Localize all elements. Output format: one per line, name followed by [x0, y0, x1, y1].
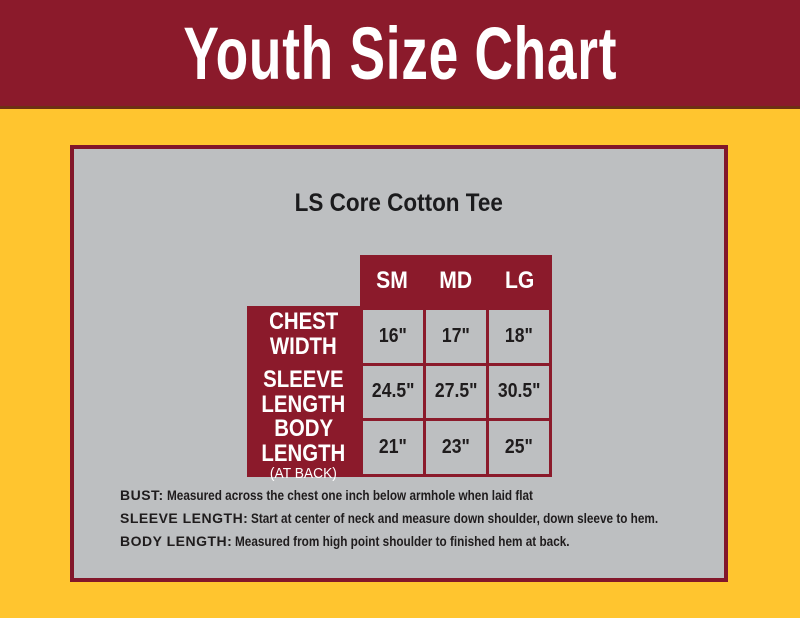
row-header-body-length: BODY LENGTH (AT BACK): [247, 416, 360, 482]
cell-sleeve-md: 27.5": [426, 365, 486, 419]
product-title-row: LS Core Cotton Tee: [74, 189, 724, 218]
column-header-label: SM: [376, 267, 408, 294]
note-label: BODY LENGTH:: [120, 533, 233, 549]
cell-sleeve-lg: 30.5": [489, 365, 549, 419]
chart-panel: LS Core Cotton Tee SM MD LG CHEST WIDTH …: [70, 145, 728, 582]
row-header-sleeve-length: SLEEVE LENGTH: [247, 362, 360, 421]
column-header-label: LG: [505, 267, 535, 294]
cell-value: 16": [379, 324, 407, 347]
cell-body-sm: 21": [363, 421, 423, 474]
row-header-label: SLEEVE: [263, 365, 344, 393]
cell-value: 25": [505, 436, 533, 459]
cell-chest-sm: 16": [363, 310, 423, 363]
cell-value: 24.5": [371, 380, 415, 403]
note-text: Start at center of neck and measure down…: [251, 510, 659, 526]
cell-sleeve-sm: 24.5": [363, 365, 423, 419]
row-header-label: WIDTH: [270, 333, 337, 360]
cell-chest-md: 17": [426, 310, 486, 363]
column-header-sm: SM: [360, 255, 424, 307]
cell-value: 23": [442, 436, 470, 459]
column-header-label: MD: [439, 267, 473, 294]
row-header-sublabel: (AT BACK): [270, 465, 337, 482]
banner: Youth Size Chart: [0, 0, 800, 109]
note-bust: BUST: Measured across the chest one inch …: [120, 488, 700, 503]
cell-value: 27.5": [434, 380, 478, 403]
note-label: SLEEVE LENGTH:: [120, 510, 249, 526]
row-header-label: LENGTH: [261, 440, 346, 467]
size-data-grid: 16" 17" 18" 24.5" 27.5" 30.5" 21" 23" 25…: [360, 307, 552, 477]
cell-value: 30.5": [497, 380, 541, 403]
size-column-headers: SM MD LG: [360, 255, 552, 307]
row-header-label: LENGTH: [261, 390, 346, 418]
note-text: Measured from high point shoulder to fin…: [235, 533, 570, 549]
cell-body-lg: 25": [489, 421, 549, 474]
note-text: Measured across the chest one inch below…: [166, 487, 533, 503]
note-label: BUST:: [120, 487, 164, 503]
cell-chest-lg: 18": [489, 310, 549, 363]
cell-body-md: 23": [426, 421, 486, 474]
page-title: Youth Size Chart: [183, 11, 617, 95]
row-header-label: CHEST: [268, 308, 339, 335]
cell-value: 18": [505, 324, 533, 347]
measurement-row-headers: CHEST WIDTH SLEEVE LENGTH BODY LENGTH (A…: [247, 306, 360, 482]
column-header-lg: LG: [488, 255, 552, 307]
note-sleeve-length: SLEEVE LENGTH: Start at center of neck an…: [120, 511, 700, 526]
cell-value: 17": [442, 324, 470, 347]
note-body-length: BODY LENGTH: Measured from high point sho…: [120, 534, 700, 549]
row-header-label: BODY: [274, 415, 333, 442]
cell-value: 21": [379, 436, 407, 459]
measurement-notes: BUST: Measured across the chest one inch …: [120, 488, 700, 557]
row-header-chest-width: CHEST WIDTH: [247, 306, 360, 362]
column-header-md: MD: [424, 255, 488, 307]
product-title: LS Core Cotton Tee: [294, 189, 504, 217]
